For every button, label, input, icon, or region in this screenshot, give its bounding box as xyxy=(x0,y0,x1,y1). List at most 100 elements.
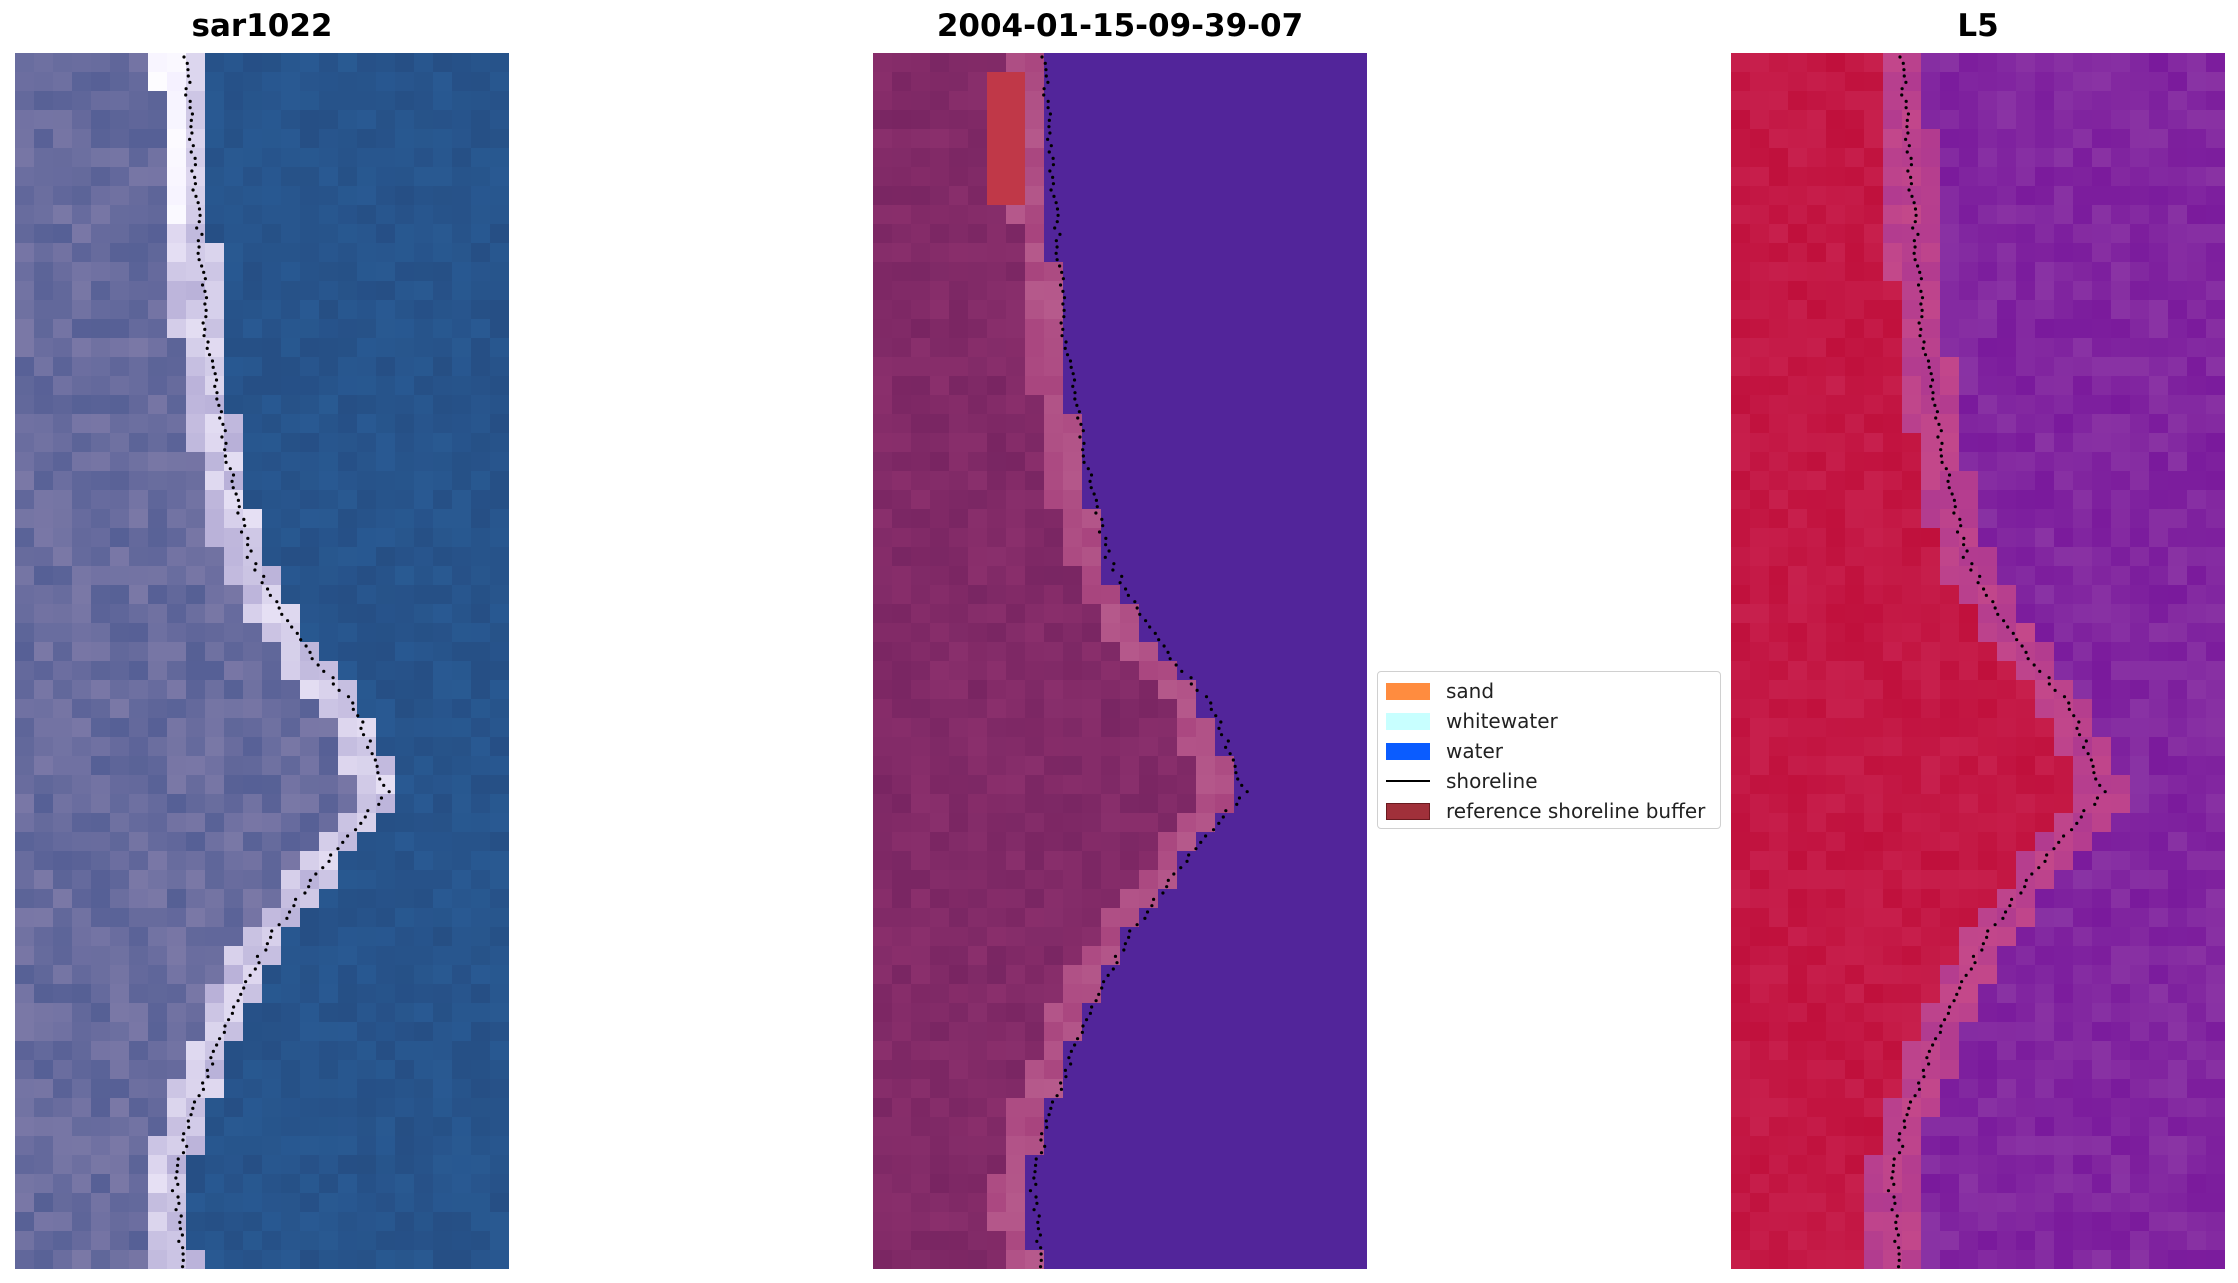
class-pixel xyxy=(968,870,988,890)
rgb-pixel xyxy=(205,585,225,605)
class-pixel xyxy=(1082,376,1102,396)
rgb-pixel xyxy=(281,110,301,130)
rgb-pixel xyxy=(281,1136,301,1156)
rgb-pixel xyxy=(167,927,187,947)
rgb-pixel xyxy=(490,794,509,814)
class-pixel xyxy=(1291,832,1311,852)
rgb-pixel xyxy=(129,167,149,187)
rgb-pixel xyxy=(110,110,130,130)
rgb-pixel xyxy=(129,1003,149,1023)
rgb-pixel xyxy=(72,1174,92,1194)
class-pixel xyxy=(968,1041,988,1061)
rgb-pixel xyxy=(224,148,244,168)
class-pixel xyxy=(1063,642,1083,662)
class-pixel xyxy=(987,965,1007,985)
rgb-pixel xyxy=(15,851,35,871)
index-pixel xyxy=(2130,186,2150,206)
shoreline-dot xyxy=(268,593,272,597)
rgb-pixel xyxy=(376,224,396,244)
class-pixel xyxy=(1310,376,1330,396)
class-pixel xyxy=(1158,1079,1178,1099)
index-pixel xyxy=(2035,756,2055,776)
rgb-pixel xyxy=(110,509,130,529)
class-pixel xyxy=(949,680,969,700)
rgb-pixel xyxy=(72,832,92,852)
shoreline-dot xyxy=(175,1163,180,1167)
rgb-pixel xyxy=(205,129,225,149)
class-pixel xyxy=(1253,262,1273,282)
index-pixel xyxy=(2073,756,2093,776)
index-pixel xyxy=(2206,585,2225,605)
class-pixel xyxy=(1120,167,1140,187)
rgb-pixel xyxy=(338,205,358,225)
rgb-pixel xyxy=(300,357,320,377)
rgb-pixel xyxy=(471,946,491,966)
rgb-pixel xyxy=(91,471,111,491)
rgb-pixel xyxy=(433,718,453,738)
rgb-pixel xyxy=(338,1193,358,1213)
index-pixel xyxy=(1959,376,1979,396)
class-pixel xyxy=(1253,148,1273,168)
rgb-pixel xyxy=(452,53,472,73)
shoreline-dot xyxy=(221,422,225,426)
index-pixel xyxy=(1769,756,1789,776)
index-pixel xyxy=(2149,471,2169,491)
class-pixel xyxy=(911,794,931,814)
class-pixel xyxy=(1329,72,1349,92)
rgb-pixel xyxy=(262,661,282,681)
index-pixel xyxy=(2035,870,2055,890)
class-pixel xyxy=(1139,1212,1159,1232)
index-pixel xyxy=(2016,91,2036,111)
class-pixel xyxy=(1291,1079,1311,1099)
rgb-pixel xyxy=(281,414,301,434)
index-pixel xyxy=(1807,167,1827,187)
shoreline-dot xyxy=(1035,1201,1039,1205)
index-pixel xyxy=(1902,642,1922,662)
rgb-pixel xyxy=(471,1117,491,1137)
rgb-pixel xyxy=(319,1117,339,1137)
class-pixel xyxy=(873,889,893,909)
rgb-pixel xyxy=(338,414,358,434)
rgb-pixel xyxy=(319,1003,339,1023)
index-pixel xyxy=(1978,813,1998,833)
shoreline-dot xyxy=(177,1239,181,1243)
rgb-pixel xyxy=(319,528,339,548)
rgb-pixel xyxy=(15,91,35,111)
class-pixel xyxy=(1063,718,1083,738)
class-pixel xyxy=(1006,1060,1026,1080)
index-pixel xyxy=(2092,699,2112,719)
index-pixel xyxy=(2016,205,2036,225)
class-pixel xyxy=(1177,927,1197,947)
index-pixel xyxy=(1826,680,1846,700)
class-pixel xyxy=(1139,623,1159,643)
index-pixel xyxy=(2054,452,2074,472)
class-pixel xyxy=(968,984,988,1004)
class-pixel xyxy=(1234,1041,1254,1061)
shoreline-dot xyxy=(1069,365,1073,369)
class-pixel xyxy=(1196,1003,1216,1023)
shoreline-dot xyxy=(213,384,217,388)
index-pixel xyxy=(1731,908,1751,928)
rgb-pixel xyxy=(243,452,263,472)
rgb-pixel xyxy=(148,148,168,168)
class-pixel xyxy=(1272,338,1292,358)
class-pixel xyxy=(1253,756,1273,776)
class-pixel xyxy=(1196,433,1216,453)
class-pixel xyxy=(1044,53,1064,73)
rgb-pixel xyxy=(357,756,377,776)
class-pixel xyxy=(949,1231,969,1251)
class-pixel xyxy=(968,433,988,453)
rgb-pixel xyxy=(129,509,149,529)
class-pixel xyxy=(1139,53,1159,73)
shoreline-dot xyxy=(188,99,192,103)
index-pixel xyxy=(1959,338,1979,358)
rgb-pixel xyxy=(243,566,263,586)
rgb-pixel xyxy=(376,870,396,890)
rgb-pixel xyxy=(414,965,434,985)
class-pixel xyxy=(1006,984,1026,1004)
shoreline-dot xyxy=(191,188,195,192)
rgb-pixel xyxy=(452,870,472,890)
index-pixel xyxy=(2073,870,2093,890)
rgb-pixel xyxy=(414,281,434,301)
class-pixel xyxy=(1291,908,1311,928)
